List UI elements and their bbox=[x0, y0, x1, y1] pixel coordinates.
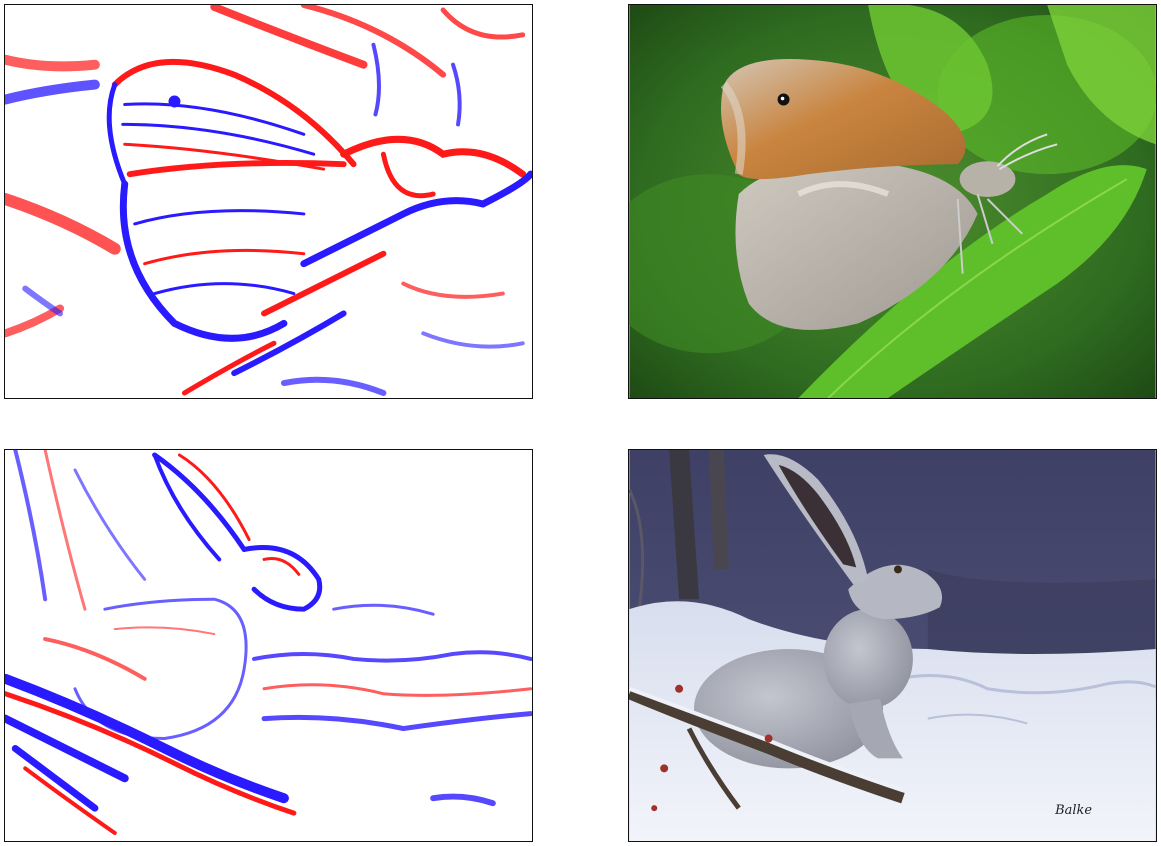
edge-map-butterfly-panel bbox=[4, 4, 533, 399]
painting-hare: Balke bbox=[629, 450, 1156, 841]
photo-butterfly bbox=[629, 5, 1156, 398]
edge-map-butterfly bbox=[5, 5, 532, 398]
edge-map-hare-panel bbox=[4, 449, 533, 842]
edge-map-hare bbox=[5, 450, 532, 841]
photo-butterfly-panel bbox=[628, 4, 1157, 399]
painting-hare-panel: Balke bbox=[628, 449, 1157, 842]
painting-signature: Balke bbox=[1054, 803, 1092, 818]
